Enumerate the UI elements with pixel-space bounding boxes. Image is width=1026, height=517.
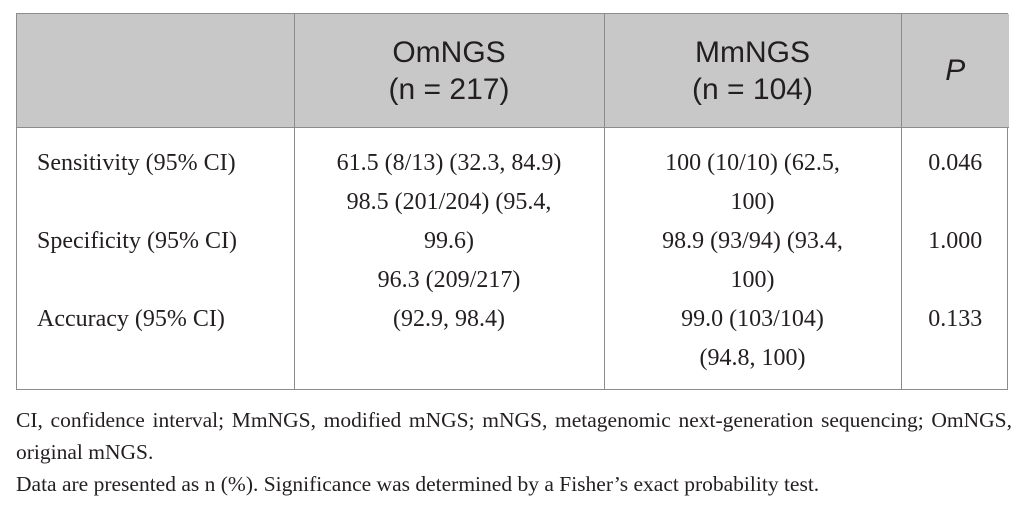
row-labels-cell: Sensitivity (95% CI) Specificity (95% CI… bbox=[17, 128, 294, 390]
omngs-specificity-value-line2: 99.6) bbox=[424, 228, 474, 254]
header-omngs-name: OmNGS bbox=[392, 35, 506, 69]
statistics-footnote: Data are presented as n (%). Significanc… bbox=[16, 472, 820, 496]
results-table: OmNGS (n = 217) MmNGS (n = 104) P Sensit… bbox=[17, 14, 1009, 389]
mmngs-accuracy-value-line2: (94.8, 100) bbox=[699, 345, 806, 371]
mmngs-accuracy-value-line1: 99.0 (103/104) bbox=[681, 306, 824, 332]
omngs-values-cell: 61.5 (8/13) (32.3, 84.9) 98.5 (201/204) … bbox=[293, 127, 604, 389]
header-mmngs-n: (n = 104) bbox=[692, 72, 813, 106]
header-blank-cell bbox=[17, 14, 294, 128]
p-value-specificity: 1.000 bbox=[928, 228, 983, 254]
header-mmngs: MmNGS (n = 104) bbox=[603, 14, 901, 128]
omngs-accuracy-value-line1: 96.3 (209/217) bbox=[377, 267, 521, 293]
mmngs-values-cell: 100 (10/10) (62.5, 100) 98.9 (93/94) (93… bbox=[603, 127, 901, 389]
omngs-specificity-value-line1: 98.5 (201/204) (95.4, bbox=[346, 189, 552, 215]
omngs-sensitivity-value: 61.5 (8/13) (32.3, 84.9) bbox=[336, 150, 562, 176]
header-omngs: OmNGS (n = 217) bbox=[293, 14, 604, 128]
mmngs-sensitivity-value-line2: 100) bbox=[730, 189, 775, 215]
results-table-container: OmNGS (n = 217) MmNGS (n = 104) P Sensit… bbox=[16, 13, 1009, 390]
omngs-accuracy-value-line2: (92.9, 98.4) bbox=[393, 306, 505, 332]
p-value-accuracy: 0.133 bbox=[928, 306, 983, 332]
table-body-row: Sensitivity (95% CI) Specificity (95% CI… bbox=[17, 127, 1009, 390]
mmngs-sensitivity-value-line1: 100 (10/10) (62.5, bbox=[665, 150, 840, 176]
table-header-row: OmNGS (n = 217) MmNGS (n = 104) P bbox=[17, 14, 1009, 128]
abbreviations-footnote: CI, confidence interval; MmNGS, modified… bbox=[16, 408, 1012, 464]
row-label-sensitivity: Sensitivity (95% CI) bbox=[37, 150, 236, 176]
header-p-value: P bbox=[900, 14, 1009, 128]
row-label-accuracy: Accuracy (95% CI) bbox=[37, 306, 225, 332]
mmngs-specificity-value-line2: 100) bbox=[730, 267, 775, 293]
row-label-specificity: Specificity (95% CI) bbox=[37, 228, 237, 254]
header-omngs-n: (n = 217) bbox=[388, 72, 510, 106]
p-value-sensitivity: 0.046 bbox=[928, 150, 983, 176]
p-values-cell: 0.046 1.000 0.133 bbox=[900, 127, 1009, 389]
mmngs-specificity-value-line1: 98.9 (93/94) (93.4, bbox=[662, 228, 843, 254]
table-footnotes: CI, confidence interval; MmNGS, modified… bbox=[16, 404, 1012, 500]
header-mmngs-name: MmNGS bbox=[695, 35, 810, 69]
